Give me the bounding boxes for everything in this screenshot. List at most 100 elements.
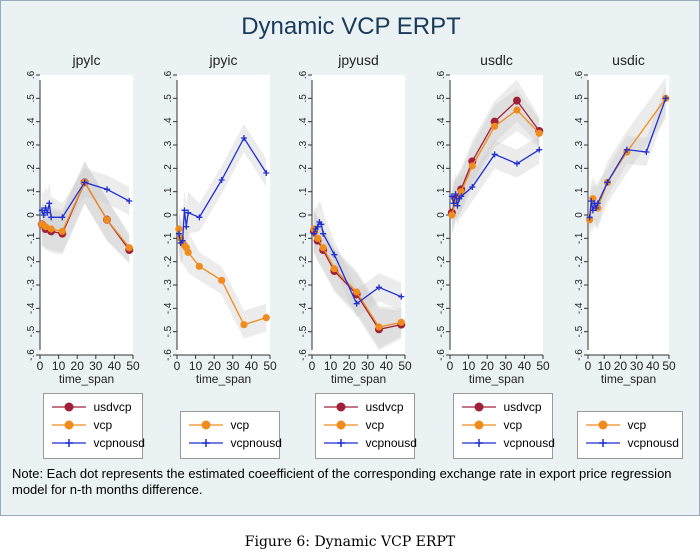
x-tick-label: 20 (208, 359, 222, 373)
x-tick-label: 20 (71, 359, 85, 373)
figure-title: Dynamic VCP ERPT (241, 13, 461, 40)
legend-symbol-vcp (323, 420, 358, 430)
point-vcp (397, 318, 405, 326)
plot-area (312, 75, 405, 355)
y-tick-label: -.2 (298, 255, 309, 267)
point-vcpnousd (196, 214, 203, 221)
point-vcp (175, 225, 183, 233)
y-tick-label: .6 (436, 70, 447, 79)
panel-title: usdic (612, 52, 645, 68)
point-vcpnousd (44, 209, 51, 216)
plot-area (40, 75, 133, 355)
legend-label: vcp (93, 418, 113, 432)
x-axis-label: time_span (331, 372, 386, 386)
x-tick-label: 50 (263, 359, 277, 373)
y-tick-label: .4 (436, 117, 447, 126)
panel-title: usdlc (480, 52, 513, 68)
y-tick-label: .5 (26, 94, 37, 103)
legend-label: vcpnousd (503, 436, 555, 450)
point-vcpnousd (594, 200, 601, 207)
x-tick-label: 20 (481, 359, 495, 373)
figure-note: Note: Each dot represents the estimated … (12, 466, 672, 497)
point-vcpnousd (126, 198, 133, 204)
y-tick-label: .1 (26, 187, 37, 196)
point-vcp (448, 211, 456, 219)
legend-symbol-usdvcp (323, 402, 358, 412)
y-tick-label: .2 (574, 164, 585, 173)
y-tick-label: -.1 (574, 232, 585, 244)
y-tick-label: .1 (163, 187, 174, 196)
legend-item: vcpnousd (181, 434, 282, 452)
y-tick-label: .2 (163, 164, 174, 173)
legend-label: vcpnousd (93, 436, 145, 450)
series-line-vcpnousd (313, 220, 402, 305)
y-tick-label: .2 (298, 164, 309, 173)
legend-usdlc: usdvcp vcp vcpnousd (452, 393, 555, 459)
panel-title: jpyic (208, 52, 237, 68)
legend-symbol-vcp (461, 420, 496, 430)
y-tick-label: -.5 (26, 325, 37, 337)
y-tick-label: -.1 (163, 232, 174, 244)
chart-svg: jpylc-.6-.5-.4-.3-.2-.10.1.2.3.4.5.60 10 2… (26, 52, 676, 386)
y-tick-label: .5 (574, 94, 585, 103)
y-tick-label: -.3 (298, 279, 309, 291)
legend-label: vcpnousd (230, 436, 282, 450)
point-vcp (313, 234, 322, 242)
y-tick-label: 0 (26, 212, 37, 218)
point-vcp (491, 122, 499, 130)
series-line-vcpnousd (588, 98, 667, 218)
plot-area (588, 75, 669, 355)
legend-label: vcp (627, 418, 647, 432)
point-vcp (319, 244, 327, 252)
legend-item: usdvcp (44, 398, 142, 416)
x-axis-label: time_span (196, 372, 251, 386)
x-tick-label: 0 (37, 359, 44, 373)
legend-item: vcpnousd (316, 434, 417, 452)
point-vcpnousd (185, 209, 192, 216)
point-vcpnousd (375, 284, 382, 291)
point-vcpnousd (450, 200, 457, 207)
confidence-band (178, 124, 267, 264)
y-tick-label: .4 (163, 117, 174, 126)
y-tick-label: .2 (436, 164, 447, 173)
y-tick-label: -.6 (163, 349, 174, 361)
y-tick-label: -.3 (163, 279, 174, 291)
x-axis-label: time_span (469, 372, 524, 386)
x-tick-label: 50 (126, 359, 140, 373)
y-tick-label: -.5 (436, 325, 447, 337)
point-vcpnousd (593, 205, 600, 211)
legend-label: usdvcp (503, 400, 542, 414)
legend-item: vcpnousd (454, 434, 555, 452)
point-vcp (262, 314, 270, 322)
y-tick-label: 0 (436, 212, 447, 218)
point-vcpnousd (662, 95, 669, 102)
point-vcp (375, 323, 383, 331)
y-tick-label: .3 (26, 140, 37, 149)
point-vcpnousd (604, 179, 611, 186)
point-vcpnousd (179, 237, 186, 244)
confidence-band (41, 168, 130, 239)
legend-item: usdvcp (316, 398, 414, 416)
x-tick-label: 30 (89, 359, 103, 373)
point-vcpnousd (513, 160, 520, 167)
y-tick-label: .5 (298, 94, 309, 103)
y-tick-label: .1 (436, 187, 447, 196)
y-tick-label: 0 (298, 212, 309, 218)
y-tick-label: -.5 (298, 325, 309, 337)
legend-item: vcp (181, 416, 279, 434)
legend-item: vcp (316, 416, 414, 434)
point-vcp (125, 244, 133, 252)
point-vcp (58, 227, 66, 235)
legend-item: vcp (454, 416, 552, 434)
legend-item: usdvcp (454, 398, 552, 416)
x-tick-label: 10 (462, 359, 476, 373)
legend-item: vcp (44, 416, 142, 434)
legend-jpyusd: usdvcp vcp vcpnousd (314, 393, 417, 459)
y-tick-label: -.4 (163, 302, 174, 314)
legend-symbol-vcp (585, 420, 620, 430)
point-vcpnousd (181, 207, 188, 214)
point-vcpnousd (589, 207, 596, 214)
series-line-vcpnousd (41, 181, 130, 218)
y-tick-label: -.6 (436, 349, 447, 361)
x-tick-label: 40 (245, 359, 259, 373)
